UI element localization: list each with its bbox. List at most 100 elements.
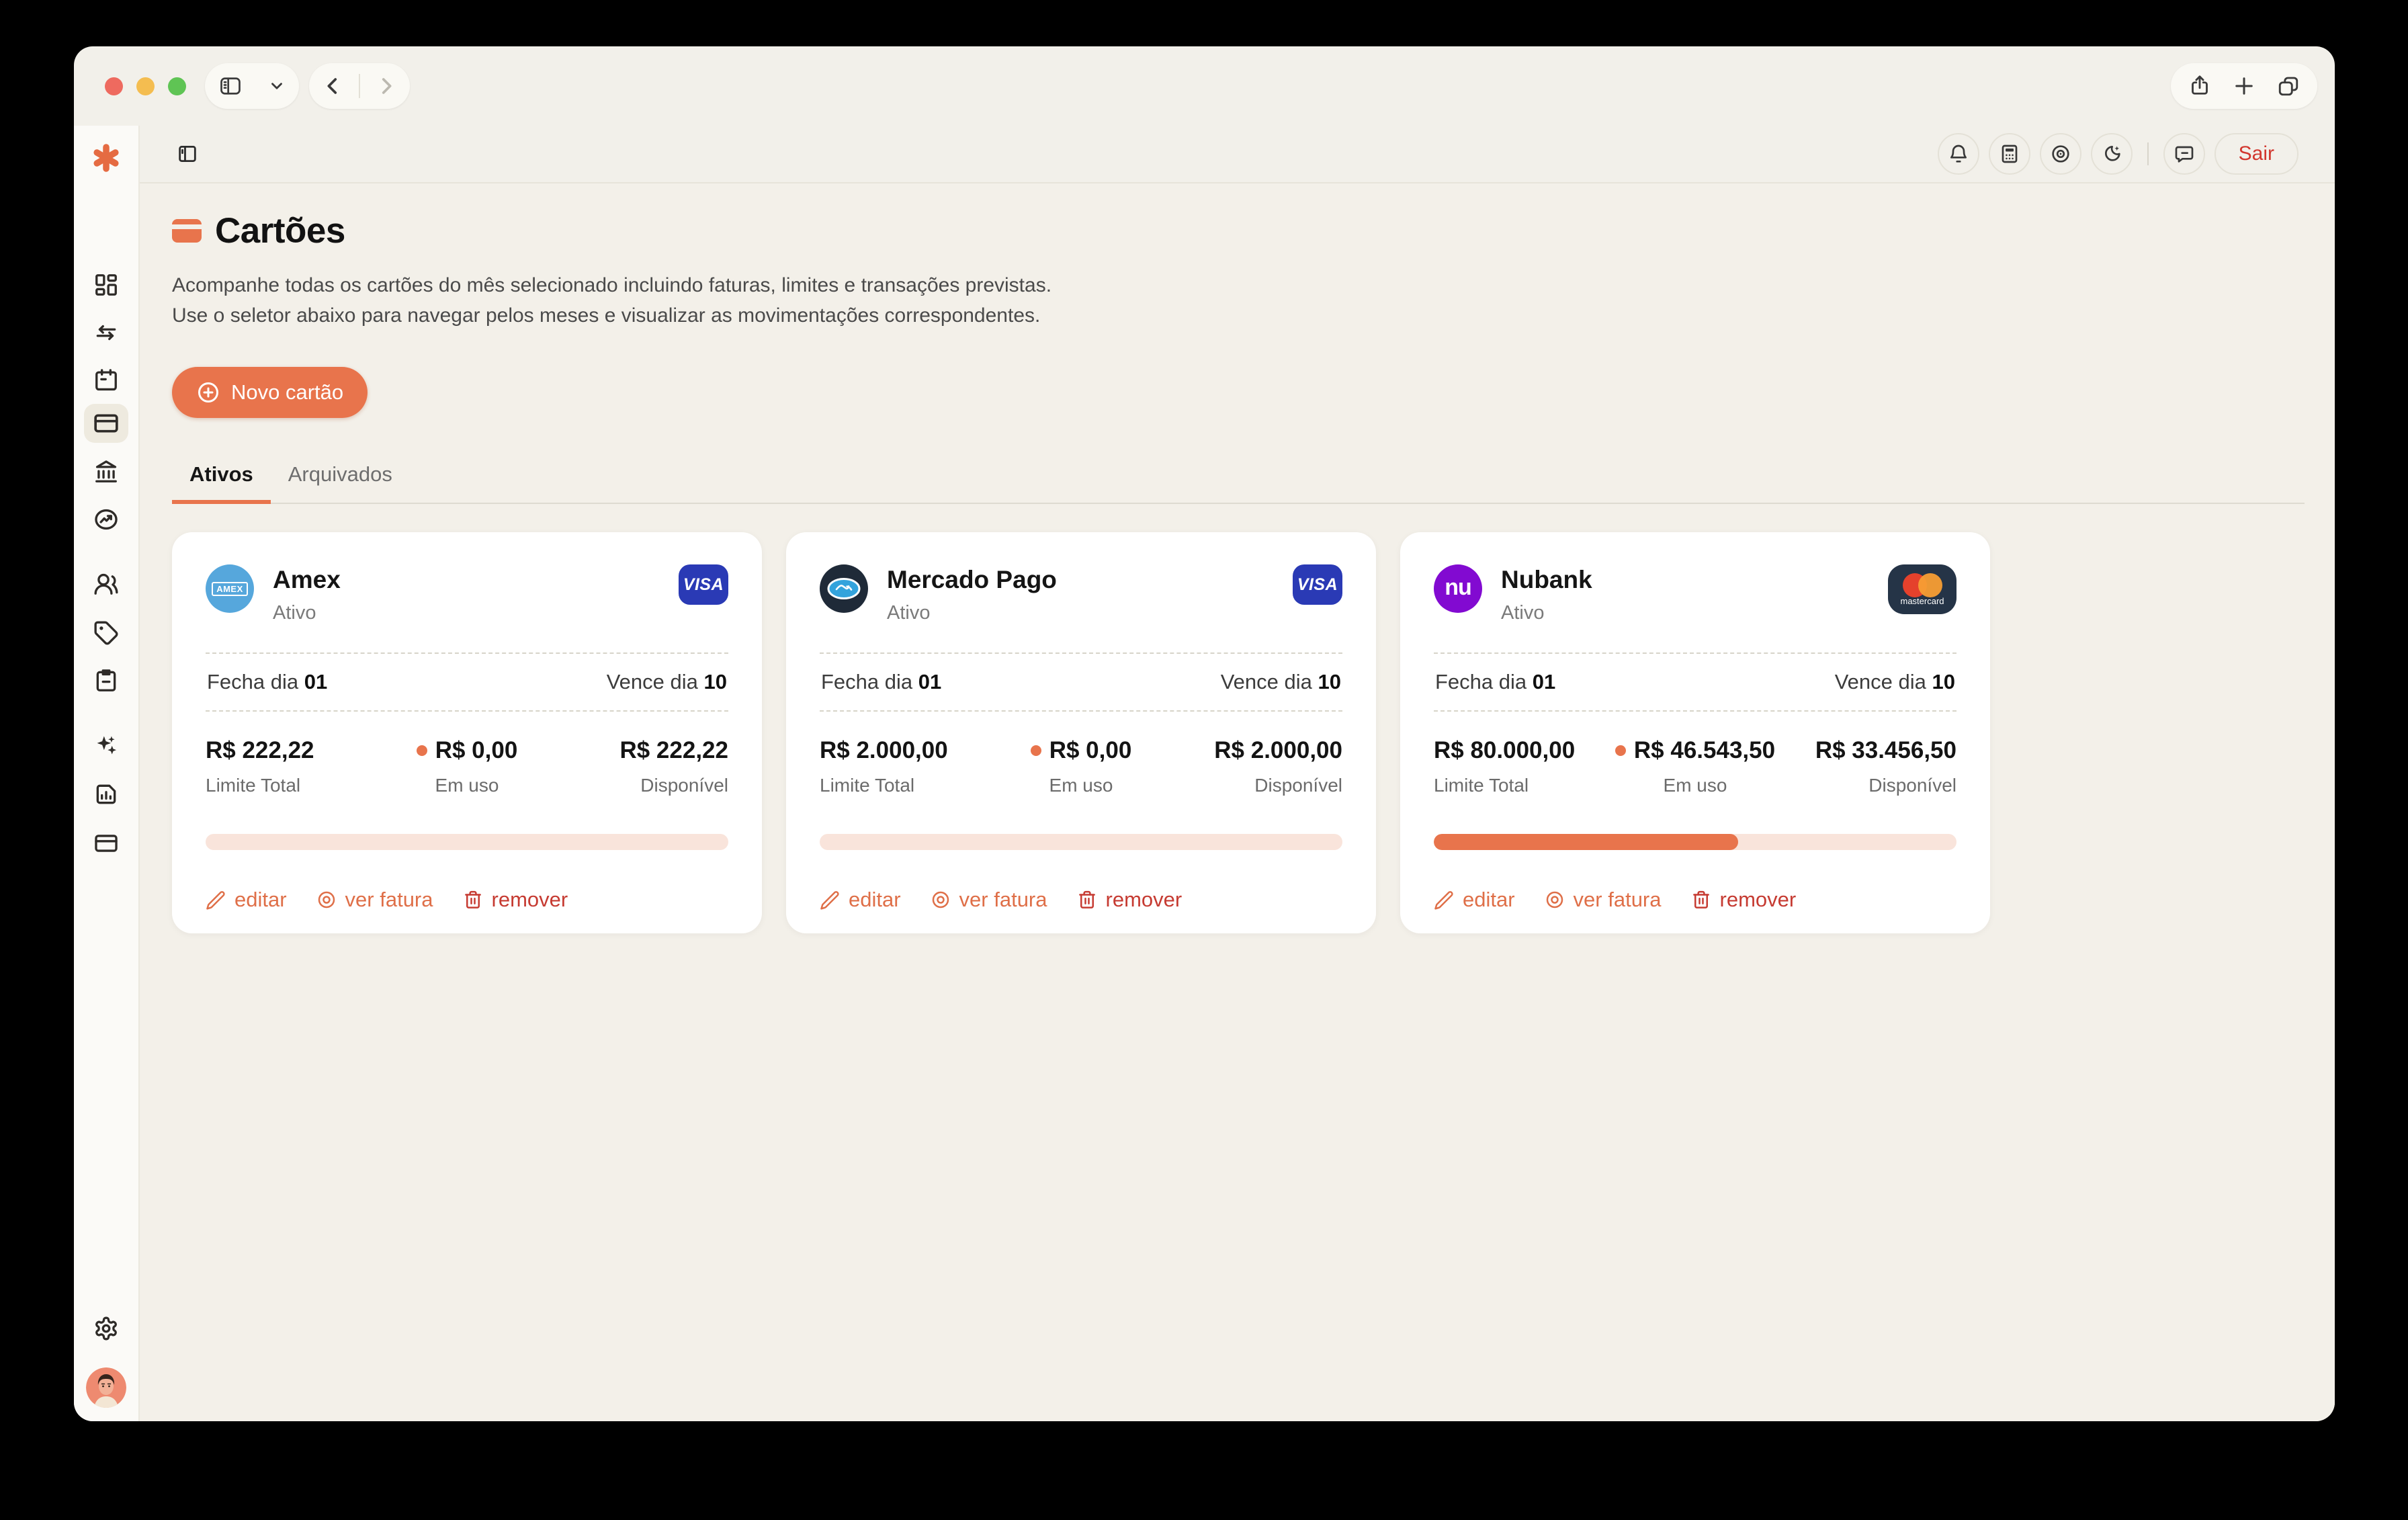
billing-schedule: Fecha dia 01 Vence dia 10 (206, 654, 728, 710)
sidebar-item-subscriptions[interactable] (87, 825, 125, 862)
clipboard-icon (93, 668, 119, 693)
sidebar-item-performance[interactable] (87, 501, 125, 538)
tab-overview-button[interactable] (2276, 74, 2300, 98)
tabs-icon (2276, 74, 2300, 98)
due-day: Vence dia 10 (606, 670, 727, 693)
collapse-sidebar-button[interactable] (176, 142, 199, 165)
mercado-pago-logo (820, 564, 868, 613)
history-nav-group (309, 63, 410, 109)
logout-button[interactable]: Sair (2214, 133, 2298, 175)
toggle-sidebar-button[interactable] (218, 74, 243, 98)
nav-divider (359, 74, 360, 98)
sidebar-item-reports[interactable] (87, 775, 125, 813)
plus-icon (2232, 74, 2256, 98)
edit-card-button[interactable]: editar (206, 888, 287, 912)
close-window-button[interactable] (105, 77, 123, 95)
card-stats: R$ 222,22 Limite Total R$ 0,00 Em uso R$… (206, 737, 728, 796)
share-button[interactable] (2188, 74, 2212, 98)
users-icon (93, 571, 119, 597)
new-card-button[interactable]: Novo cartão (172, 367, 368, 418)
edit-card-button[interactable]: editar (1434, 888, 1515, 912)
page-header: Cartões (172, 210, 2305, 251)
view-invoice-button[interactable]: ver fatura (316, 888, 433, 912)
close-day: Fecha dia 01 (207, 670, 328, 693)
sidebar-item-transactions[interactable] (87, 314, 125, 351)
dashed-divider (820, 710, 1342, 712)
card-header: Mercado Pago Ativo VISA (820, 564, 1342, 624)
notifications-button[interactable] (1937, 133, 1979, 175)
available-stat: R$ 222,22 Disponível (619, 737, 728, 796)
close-day: Fecha dia 01 (1435, 670, 1556, 693)
card-name: Amex (273, 566, 341, 593)
page-title: Cartões (215, 211, 345, 251)
edit-card-button[interactable]: editar (820, 888, 901, 912)
panel-left-icon (218, 74, 243, 98)
nubank-logo: nu (1434, 564, 1482, 613)
amex-logo-text: AMEX (212, 581, 248, 596)
card-titles: Mercado Pago Ativo (887, 564, 1057, 624)
minimize-window-button[interactable] (136, 77, 155, 95)
tab-arquivados[interactable]: Arquivados (271, 462, 410, 504)
moon-stars-icon (2101, 143, 2122, 165)
usage-progress-bar (820, 834, 1342, 850)
sidebar-item-settings[interactable] (87, 1310, 125, 1347)
back-button[interactable] (321, 75, 344, 97)
credit-card-amex: AMEX Amex Ativo VISA Fecha dia 01 Vence … (172, 532, 762, 933)
card-status: Ativo (1501, 602, 1545, 624)
sidebar-item-cards[interactable] (84, 404, 128, 443)
privacy-eye-button[interactable] (2039, 133, 2081, 175)
asterisk-logo (87, 139, 125, 177)
new-card-label: Novo cartão (231, 380, 344, 404)
sidebar-item-assistant[interactable] (87, 726, 125, 764)
topbar-divider (2147, 142, 2149, 165)
sidebar-item-contacts[interactable] (87, 565, 125, 603)
remove-card-button[interactable]: remover (1691, 888, 1796, 912)
calculator-button[interactable] (1988, 133, 2030, 175)
limit-stat: R$ 80.000,00 Limite Total (1434, 737, 1576, 796)
dashed-divider (206, 710, 728, 712)
status-tabs: Ativos Arquivados (172, 462, 2305, 504)
card-actions: editar ver fatura remover (820, 888, 1342, 912)
trash-icon (1691, 890, 1711, 910)
feedback-button[interactable] (2163, 133, 2205, 175)
limit-stat: R$ 2.000,00 Limite Total (820, 737, 948, 796)
due-day: Vence dia 10 (1220, 670, 1341, 693)
view-invoice-button[interactable]: ver fatura (931, 888, 1047, 912)
card-stats: R$ 2.000,00 Limite Total R$ 0,00 Em uso … (820, 737, 1342, 796)
mastercard-circles (1902, 573, 1942, 597)
limit-stat: R$ 222,22 Limite Total (206, 737, 314, 796)
dashboard-icon (93, 272, 119, 298)
sidebar-item-planner[interactable] (87, 662, 125, 700)
dark-mode-button[interactable] (2090, 133, 2133, 175)
usage-dot (1030, 745, 1041, 756)
sidebar-item-tags[interactable] (87, 614, 125, 652)
zoom-window-button[interactable] (168, 77, 186, 95)
billing-schedule: Fecha dia 01 Vence dia 10 (1434, 654, 1956, 710)
page-description: Acompanhe todas os cartões do mês seleci… (172, 274, 1052, 327)
user-avatar[interactable] (86, 1367, 126, 1408)
transfer-arrows-icon (93, 320, 119, 345)
view-invoice-button[interactable]: ver fatura (1545, 888, 1662, 912)
card-header: nu Nubank Ativo mastercard (1434, 564, 1956, 624)
remove-card-button[interactable]: remover (463, 888, 568, 912)
calendar-icon (93, 368, 119, 393)
forward-button[interactable] (375, 75, 398, 97)
tab-ativos[interactable]: Ativos (172, 462, 271, 504)
eye-icon (2050, 143, 2071, 165)
panel-left-icon (176, 142, 199, 165)
pencil-icon (820, 890, 840, 910)
titlebar-dropdown-button[interactable] (268, 77, 286, 95)
target-icon (316, 890, 337, 910)
sidebar-item-bank[interactable] (87, 453, 125, 491)
card-name: Mercado Pago (887, 566, 1057, 593)
card-page-icon (172, 219, 202, 243)
trend-circle-icon (93, 507, 119, 532)
sidebar-item-dashboard[interactable] (87, 266, 125, 304)
sidebar-item-calendar[interactable] (87, 362, 125, 399)
usage-progress-bar (206, 834, 728, 850)
sidebar-toggle-group (205, 63, 299, 109)
card-actions: editar ver fatura remover (1434, 888, 1956, 912)
new-tab-button[interactable] (2232, 74, 2256, 98)
target-icon (931, 890, 951, 910)
remove-card-button[interactable]: remover (1077, 888, 1182, 912)
